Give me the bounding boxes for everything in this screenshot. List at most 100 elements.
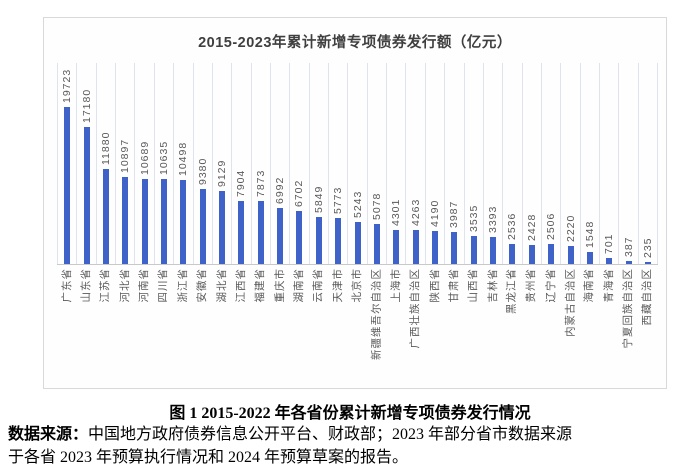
bar-column: 701 青海省 [599, 63, 618, 303]
bar [238, 201, 245, 264]
category-label: 福建省 [254, 268, 267, 303]
category-label: 辽宁省 [544, 268, 557, 303]
bar [277, 208, 284, 264]
bar-value-label: 2220 [564, 214, 577, 242]
bar [432, 231, 438, 264]
category-label: 天津市 [331, 268, 344, 303]
bar [199, 189, 206, 264]
bar [373, 224, 380, 264]
category-label: 四川省 [157, 268, 170, 303]
bar-value-label: 387 [622, 236, 635, 257]
bar [160, 179, 167, 264]
bar-value-label: 17180 [80, 88, 93, 123]
category-label: 上海市 [389, 268, 402, 303]
bar-value-label: 10897 [119, 138, 132, 173]
category-label: 江西省 [234, 268, 247, 303]
bar-column: 10498 浙江省 [173, 63, 192, 303]
category-label: 内蒙古自治区 [564, 268, 577, 337]
bar-column: 11880 江苏省 [95, 63, 115, 303]
bar [257, 201, 264, 264]
bar-value-label: 5849 [312, 185, 325, 213]
plot-area: 19723 广东省 17180 山东省 11880 江苏省 10897 河北省 10689 河南省… [57, 63, 659, 360]
bar-value-label: 5773 [332, 186, 345, 214]
category-label: 河南省 [138, 268, 151, 303]
bar-value-label: 10635 [157, 140, 170, 175]
bar-value-label: 6702 [293, 179, 306, 207]
category-label: 河北省 [118, 268, 131, 303]
bar-column: 17180 山东省 [76, 63, 95, 303]
bar-value-label: 2428 [525, 213, 538, 241]
data-source-label: 数据来源： [8, 426, 89, 443]
bar-value-label: 10689 [138, 140, 151, 175]
bar-chart: 2015-2023年累计新增专项债券发行额（亿元） 19723 广东省 17180 山… [43, 17, 667, 389]
category-label: 北京市 [351, 268, 364, 303]
bar-value-label: 9380 [196, 157, 209, 185]
bar-column: 235 西藏自治区 [637, 63, 659, 326]
bar-column: 4263 广西壮族自治区 [405, 63, 424, 349]
bar-column: 2428 贵州省 [521, 63, 541, 303]
category-label: 江苏省 [99, 268, 112, 303]
bar [219, 191, 226, 264]
bar [567, 246, 574, 264]
category-label: 宁夏回族自治区 [622, 268, 635, 349]
category-label: 山西省 [467, 268, 480, 303]
category-label: 西藏自治区 [641, 268, 654, 326]
bar-value-label: 11880 [99, 131, 112, 165]
bar [548, 244, 555, 264]
bar-value-label: 6992 [274, 176, 287, 204]
bar-column: 2536 黑龙江省 [502, 63, 521, 314]
bar-value-label: 3535 [467, 204, 480, 232]
bar [606, 258, 613, 264]
bar [83, 127, 90, 264]
bar [586, 252, 593, 264]
category-label: 新疆维吾尔自治区 [370, 268, 383, 360]
bar-value-label: 5078 [370, 192, 383, 220]
category-label: 山东省 [80, 268, 93, 303]
bar-column: 4301 上海市 [386, 63, 405, 303]
bar-column: 3535 山西省 [463, 63, 483, 303]
bar [490, 237, 497, 264]
bar [335, 218, 342, 264]
category-label: 青海省 [602, 268, 615, 303]
category-label: 浙江省 [176, 268, 189, 303]
category-label: 安徽省 [196, 268, 209, 303]
bar-value-label: 10498 [177, 141, 190, 176]
category-label: 贵州省 [525, 268, 538, 303]
category-label: 吉林省 [486, 268, 499, 303]
category-label: 海南省 [583, 268, 596, 303]
bar-column: 6702 湖南省 [289, 63, 308, 303]
bar [180, 180, 187, 264]
bar-value-label: 5243 [351, 190, 364, 218]
bar-column: 6992 重庆市 [269, 63, 289, 303]
bar-column: 9129 湖北省 [211, 63, 231, 303]
data-source-text-line1: 中国地方政府债券信息公开平台、财政部；2023 年部分省市数据来源 [88, 426, 573, 443]
bar [393, 230, 400, 264]
category-label: 广西壮族自治区 [409, 268, 422, 349]
bar-column: 5078 新疆维吾尔自治区 [366, 63, 386, 360]
bar [509, 244, 516, 264]
bar-value-label: 3987 [448, 200, 461, 228]
bar [296, 211, 303, 264]
bar [625, 261, 632, 264]
bar [644, 262, 651, 264]
bar [470, 236, 477, 264]
bar-column: 9380 安徽省 [192, 63, 212, 303]
bar-column: 3393 吉林省 [482, 63, 502, 303]
bar-value-label: 2506 [545, 212, 558, 240]
bar [141, 179, 148, 264]
category-label: 陕西省 [428, 268, 441, 303]
bar [354, 222, 361, 264]
bar-value-label: 19723 [61, 68, 74, 103]
bar-column: 10689 河南省 [134, 63, 153, 303]
bar [64, 107, 71, 264]
bar-column: 7904 江西省 [231, 63, 250, 303]
bar-column: 1548 海南省 [579, 63, 599, 303]
bar-column: 2220 内蒙古自治区 [560, 63, 579, 337]
bar-value-label: 3393 [487, 205, 500, 233]
bar-value-label: 4301 [390, 198, 403, 226]
bar-value-label: 7904 [235, 169, 248, 197]
bar-column: 5773 天津市 [328, 63, 347, 303]
bar-column: 5243 北京市 [347, 63, 366, 303]
category-label: 甘肃省 [447, 268, 460, 303]
